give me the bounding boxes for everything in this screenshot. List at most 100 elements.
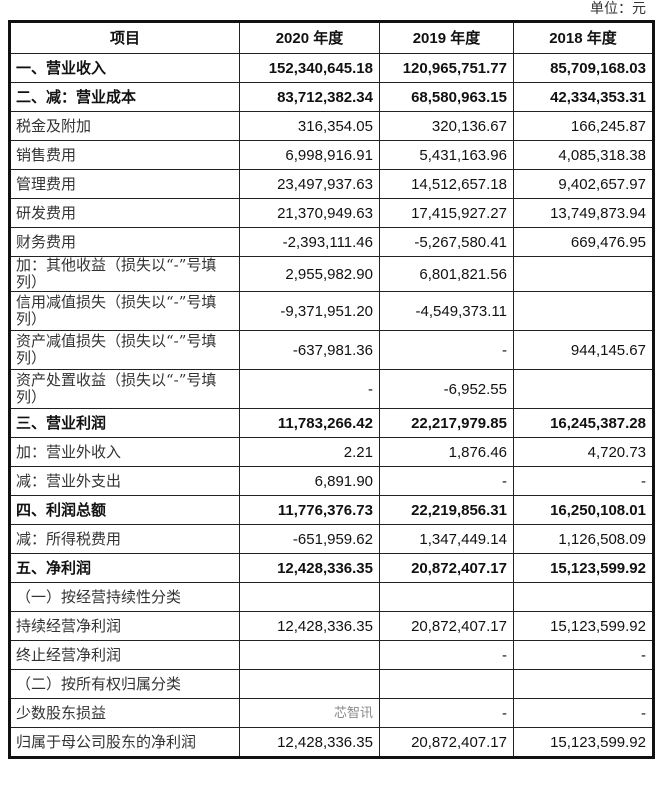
value-2020: 2,955,982.90 <box>239 256 380 292</box>
row-label: 归属于母公司股东的净利润 <box>9 727 240 758</box>
table-row: 减：所得税费用 -651,959.62 1,347,449.14 1,126,508.… <box>9 524 654 554</box>
value-2019: 14,512,657.18 <box>379 169 514 199</box>
value-2019: 320,136.67 <box>379 111 514 141</box>
value-2020: -651,959.62 <box>239 524 380 554</box>
table-row: （一）按经营持续性分类 <box>9 582 654 612</box>
row-label: 销售费用 <box>9 140 240 170</box>
table-row: 归属于母公司股东的净利润 12,428,336.35 20,872,407.17 15… <box>9 727 654 758</box>
value-2018: 4,085,318.38 <box>513 140 654 170</box>
header-2018: 2018 年度 <box>513 21 654 54</box>
value-2019: 17,415,927.27 <box>379 198 514 228</box>
row-label: 终止经营净利润 <box>9 640 240 670</box>
row-label: （一）按经营持续性分类 <box>9 582 240 612</box>
row-label: 减：所得税费用 <box>9 524 240 554</box>
value-2018: 85,709,168.03 <box>513 53 654 83</box>
row-label: 四、利润总额 <box>9 495 240 525</box>
value-2018: 944,145.67 <box>513 330 654 370</box>
value-2018: - <box>513 466 654 496</box>
value-2020: -637,981.36 <box>239 330 380 370</box>
value-2019 <box>379 582 514 612</box>
value-2020: 12,428,336.35 <box>239 727 380 758</box>
table-row: 管理费用 23,497,937.63 14,512,657.18 9,402,657.… <box>9 169 654 199</box>
row-label: 税金及附加 <box>9 111 240 141</box>
value-2019: 20,872,407.17 <box>379 553 514 583</box>
value-2019: 22,219,856.31 <box>379 495 514 525</box>
value-2020 <box>239 669 380 699</box>
value-2019: 120,965,751.77 <box>379 53 514 83</box>
value-2020: 11,776,376.73 <box>239 495 380 525</box>
value-2019 <box>379 669 514 699</box>
value-2018: 15,123,599.92 <box>513 553 654 583</box>
value-2020 <box>239 582 380 612</box>
value-2018: 16,250,108.01 <box>513 495 654 525</box>
table-row: 信用减值损失（损失以“-”号填列） -9,371,951.20 -4,549,373… <box>9 291 654 331</box>
value-2018: 42,334,353.31 <box>513 82 654 112</box>
value-2018: 4,720.73 <box>513 437 654 467</box>
value-2019: 20,872,407.17 <box>379 611 514 641</box>
value-2019: 6,801,821.56 <box>379 256 514 292</box>
header-2020: 2020 年度 <box>239 21 380 54</box>
table-row: 研发费用 21,370,949.63 17,415,927.27 13,749,873… <box>9 198 654 228</box>
value-2018: 1,126,508.09 <box>513 524 654 554</box>
header-item: 项目 <box>9 21 240 54</box>
value-2018: 15,123,599.92 <box>513 727 654 758</box>
value-2018: 166,245.87 <box>513 111 654 141</box>
table-row: 终止经营净利润 - - <box>9 640 654 670</box>
table-row: 三、营业利润 11,783,266.42 22,217,979.85 16,245,3… <box>9 408 654 438</box>
value-2019: - <box>379 330 514 370</box>
value-2018: 669,476.95 <box>513 227 654 257</box>
value-2019: 1,347,449.14 <box>379 524 514 554</box>
value-2018 <box>513 291 654 331</box>
table-row: 销售费用 6,998,916.91 5,431,163.96 4,085,318.38 <box>9 140 654 170</box>
value-2020: 152,340,645.18 <box>239 53 380 83</box>
row-label: 五、净利润 <box>9 553 240 583</box>
row-label: 管理费用 <box>9 169 240 199</box>
value-2020: 12,428,336.35 <box>239 553 380 583</box>
value-2018: - <box>513 698 654 728</box>
table-row: 少数股东损益 芯智讯 - - <box>9 698 654 728</box>
value-2018 <box>513 669 654 699</box>
header-row: 项目 2020 年度 2019 年度 2018 年度 <box>9 21 654 54</box>
value-2020: -9,371,951.20 <box>239 291 380 331</box>
value-2020: 21,370,949.63 <box>239 198 380 228</box>
value-2019: 20,872,407.17 <box>379 727 514 758</box>
value-2020: - <box>239 369 380 409</box>
table-row: 加：营业外收入 2.21 1,876.46 4,720.73 <box>9 437 654 467</box>
value-2018: 13,749,873.94 <box>513 198 654 228</box>
value-2020: 11,783,266.42 <box>239 408 380 438</box>
value-2019: -4,549,373.11 <box>379 291 514 331</box>
row-label: 二、减：营业成本 <box>9 82 240 112</box>
row-label: 加：营业外收入 <box>9 437 240 467</box>
table-row: 五、净利润 12,428,336.35 20,872,407.17 15,123,59… <box>9 553 654 583</box>
table-row: 四、利润总额 11,776,376.73 22,219,856.31 16,250,1… <box>9 495 654 525</box>
value-2019: - <box>379 640 514 670</box>
row-label: （二）按所有权归属分类 <box>9 669 240 699</box>
value-2020: 6,891.90 <box>239 466 380 496</box>
table-row: 一、营业收入 152,340,645.18 120,965,751.77 85,709… <box>9 53 654 83</box>
value-2019: - <box>379 698 514 728</box>
row-label: 财务费用 <box>9 227 240 257</box>
value-2020: 83,712,382.34 <box>239 82 380 112</box>
row-label: 持续经营净利润 <box>9 611 240 641</box>
value-2018: 15,123,599.92 <box>513 611 654 641</box>
row-label: 研发费用 <box>9 198 240 228</box>
value-2018 <box>513 369 654 409</box>
value-2019: 68,580,963.15 <box>379 82 514 112</box>
value-2020: 12,428,336.35 <box>239 611 380 641</box>
row-label: 一、营业收入 <box>9 53 240 83</box>
row-label: 三、营业利润 <box>9 408 240 438</box>
watermark: 芯智讯 <box>333 706 373 721</box>
table-row: 二、减：营业成本 83,712,382.34 68,580,963.15 42,334… <box>9 82 654 112</box>
value-2019: -5,267,580.41 <box>379 227 514 257</box>
value-2020: 316,354.05 <box>239 111 380 141</box>
value-2020: 6,998,916.91 <box>239 140 380 170</box>
header-2019: 2019 年度 <box>379 21 514 54</box>
unit-label: 单位：元 <box>590 1 646 17</box>
value-2020 <box>239 640 380 670</box>
value-2020: -2,393,111.46 <box>239 227 380 257</box>
value-2020: 23,497,937.63 <box>239 169 380 199</box>
row-label: 少数股东损益 <box>9 698 240 728</box>
table-row: 财务费用 -2,393,111.46 -5,267,580.41 669,476.95 <box>9 227 654 257</box>
value-2020: 2.21 <box>239 437 380 467</box>
table-row: 资产处置收益（损失以“-”号填列） - -6,952.55 <box>9 369 654 409</box>
